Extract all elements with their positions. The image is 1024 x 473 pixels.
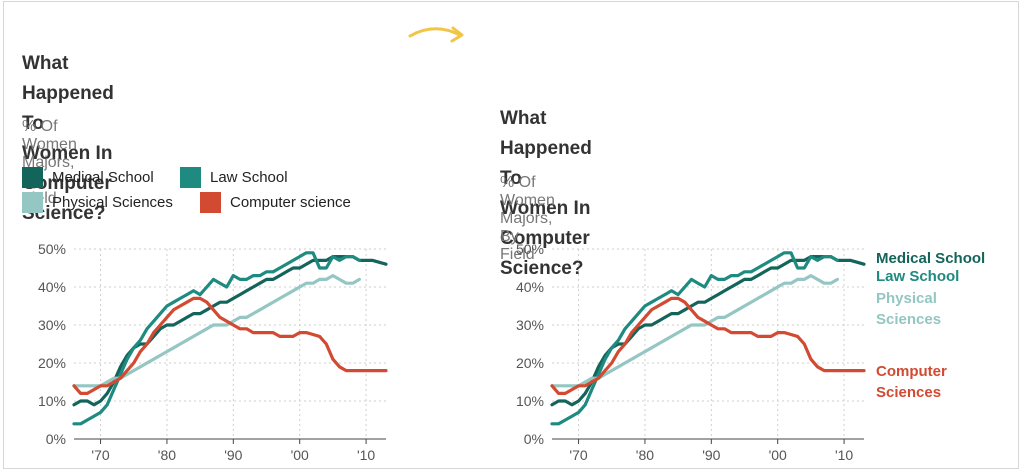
legend-label: Computer science <box>230 194 351 211</box>
right-y-tick-label: 50% <box>516 241 544 257</box>
right-series-line-physical-sciences <box>550 273 839 388</box>
left-y-tick-label: 20% <box>38 355 66 371</box>
left-x-tick-label: '80 <box>158 447 176 463</box>
right-y-tick-label: 20% <box>516 355 544 371</box>
direct-label-law-school: Law School <box>876 268 959 285</box>
legend-item-law-school: Law School <box>180 167 288 188</box>
legend-label: Physical Sciences <box>52 194 173 211</box>
screenshot-frame <box>3 1 1019 469</box>
legend-item-computer-science: Computer science <box>200 192 351 213</box>
right-y-tick-label: 40% <box>516 279 544 295</box>
left-y-tick-label: 10% <box>38 393 66 409</box>
direct-label-computer-line-1: Computer <box>876 363 947 380</box>
legend-label: Law School <box>210 169 288 186</box>
right-chart-subtitle: % Of Women Majors, By Field <box>500 174 555 263</box>
legend-swatch <box>22 167 43 188</box>
left-y-tick-label: 40% <box>38 279 66 295</box>
legend-swatch <box>200 192 221 213</box>
left-title-line-1: What Happened To Women In <box>22 53 114 164</box>
left-x-tick-label: '90 <box>224 447 242 463</box>
left-y-tick-label: 0% <box>46 431 66 447</box>
left-series-line-computer-science <box>72 296 388 395</box>
direct-label-medical-school: Medical School <box>876 250 985 267</box>
right-direct-labels: Medical School Law School Physical Scien… <box>876 250 985 401</box>
left-y-tick-label: 30% <box>38 317 66 333</box>
right-x-tick-label: '00 <box>769 447 787 463</box>
right-series-line-computer-science <box>550 296 866 395</box>
left-y-tick-label: 50% <box>38 241 66 257</box>
direct-label-physical-line-1: Physical <box>876 290 937 307</box>
right-y-tick-label: 10% <box>516 393 544 409</box>
legend-item-physical-sciences: Physical Sciences <box>22 192 173 213</box>
right-title-line-2: Computer Science? <box>500 228 590 279</box>
right-x-tick-label: '90 <box>702 447 720 463</box>
left-line-chart: 0% 10% 20% 30% 40% 50% '70 '80 '90 '00 '10 <box>38 241 388 463</box>
right-y-tick-label: 0% <box>524 431 544 447</box>
direct-label-computer-line-2: Sciences <box>876 384 941 401</box>
left-series-line-physical-sciences <box>72 273 361 388</box>
right-x-tick-label: '70 <box>569 447 587 463</box>
left-series-line-law-school <box>72 251 361 426</box>
right-x-tick-label: '80 <box>636 447 654 463</box>
legend-swatch <box>22 192 43 213</box>
right-y-tick-label: 30% <box>516 317 544 333</box>
left-x-tick-label: '70 <box>91 447 109 463</box>
left-x-tick-label: '00 <box>291 447 309 463</box>
legend-label: Medical School <box>52 169 154 186</box>
legend-swatch <box>180 167 201 188</box>
right-series-line-law-school <box>550 251 839 426</box>
curved-arrow-right-icon <box>408 26 464 43</box>
legend-item-medical-school: Medical School <box>22 167 154 188</box>
left-x-tick-label: '10 <box>357 447 375 463</box>
right-chart-title: What Happened To Women In Computer Scien… <box>500 104 592 284</box>
direct-label-physical-line-2: Sciences <box>876 311 941 328</box>
right-line-chart: 0% 10% 20% 30% 40% 50% '70 '80 '90 '00 '10 <box>516 241 866 463</box>
right-title-line-1: What Happened To Women In <box>500 108 592 219</box>
right-x-tick-label: '10 <box>835 447 853 463</box>
